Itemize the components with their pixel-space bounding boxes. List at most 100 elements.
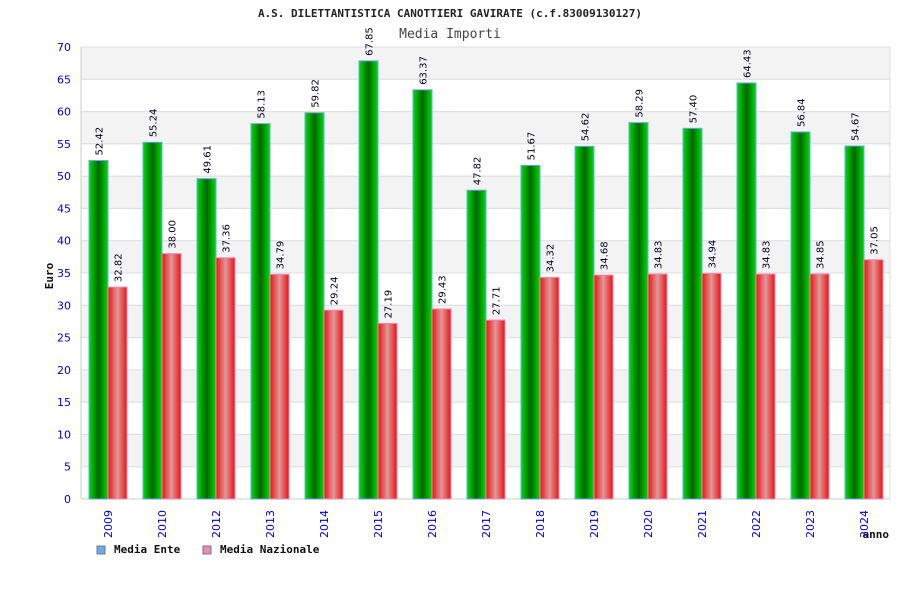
bar-media-nazionale-2024 xyxy=(863,259,884,500)
legend-swatch-media-ente xyxy=(96,545,106,555)
bar-media-nazionale-2019 xyxy=(593,274,614,500)
data-label: 37.36 xyxy=(222,224,233,253)
y-tick-label: 60 xyxy=(57,106,71,119)
bar-media-ente-2022 xyxy=(736,82,757,500)
bar-media-ente-2021 xyxy=(682,127,703,500)
data-label: 64.43 xyxy=(743,49,754,78)
y-tick-label: 40 xyxy=(57,235,71,248)
bar-media-ente-2023 xyxy=(790,131,811,500)
x-axis-label: anno xyxy=(863,528,890,541)
x-tick-label: 2009 xyxy=(102,510,115,538)
bar-media-nazionale-2012 xyxy=(215,257,236,500)
bar-media-nazionale-2014 xyxy=(323,309,344,500)
bar-media-ente-2014 xyxy=(304,112,325,500)
x-tick-label: 2012 xyxy=(210,510,223,538)
x-tick-label: 2020 xyxy=(642,510,655,538)
x-tick-label: 2019 xyxy=(588,510,601,538)
data-label: 58.13 xyxy=(257,90,268,119)
y-tick-label: 45 xyxy=(57,202,71,215)
data-label: 57.40 xyxy=(689,95,700,124)
chart-title: A.S. DILETTANTISTICA CANOTTIERI GAVIRATE… xyxy=(258,7,642,20)
x-tick-label: 2013 xyxy=(264,510,277,538)
data-label: 51.67 xyxy=(527,132,538,161)
bar-media-ente-2009 xyxy=(88,160,109,500)
data-label: 34.85 xyxy=(816,240,827,269)
x-tick-label: 2021 xyxy=(696,510,709,538)
legend: Media Ente Media Nazionale xyxy=(96,543,320,556)
data-label: 54.62 xyxy=(581,113,592,142)
data-label: 32.82 xyxy=(114,253,125,282)
data-label: 27.19 xyxy=(384,290,395,319)
bar-media-nazionale-2017 xyxy=(485,319,506,500)
bar-media-ente-2012 xyxy=(196,178,217,500)
bar-media-ente-2017 xyxy=(466,189,487,500)
x-tick-label: 2017 xyxy=(480,510,493,538)
y-tick-label: 15 xyxy=(57,396,71,409)
data-label: 49.61 xyxy=(203,145,214,174)
data-label: 59.82 xyxy=(311,79,322,108)
data-label: 52.42 xyxy=(95,127,106,156)
data-label: 38.00 xyxy=(168,220,179,249)
chart-subtitle: Media Importi xyxy=(399,27,501,42)
data-label: 47.82 xyxy=(473,157,484,186)
y-axis-label: Euro xyxy=(43,262,56,289)
x-tick-label: 2023 xyxy=(804,510,817,538)
data-label: 34.32 xyxy=(546,244,557,273)
bar-media-nazionale-2018 xyxy=(539,276,560,500)
y-tick-label: 35 xyxy=(57,267,71,280)
data-label: 63.37 xyxy=(419,56,430,85)
bar-media-nazionale-2010 xyxy=(161,253,182,500)
y-tick-label: 65 xyxy=(57,73,71,86)
bar-media-ente-2018 xyxy=(520,164,541,500)
bar-media-ente-2013 xyxy=(250,123,271,500)
data-label: 34.83 xyxy=(762,240,773,269)
bar-media-nazionale-2009 xyxy=(107,286,128,500)
legend-swatch-media-nazionale xyxy=(202,545,212,555)
y-tick-label: 50 xyxy=(57,170,71,183)
data-label: 29.24 xyxy=(330,277,341,306)
bar-media-nazionale-2023 xyxy=(809,273,830,500)
data-label: 58.29 xyxy=(635,89,646,118)
data-label: 55.24 xyxy=(149,109,160,138)
bar-media-ente-2024 xyxy=(844,145,865,500)
bar-media-ente-2016 xyxy=(412,89,433,500)
legend-label-media-nazionale: Media Nazionale xyxy=(220,543,320,556)
bar-media-nazionale-2021 xyxy=(701,272,722,500)
data-label: 67.85 xyxy=(365,27,376,56)
grid-band xyxy=(81,47,890,80)
x-tick-label: 2010 xyxy=(156,510,169,538)
y-tick-label: 0 xyxy=(64,493,71,506)
y-tick-label: 5 xyxy=(64,461,71,474)
legend-label-media-ente: Media Ente xyxy=(114,543,181,556)
bar-media-nazionale-2015 xyxy=(377,322,398,500)
x-tick-label: 2024 xyxy=(858,510,871,538)
x-tick-label: 2015 xyxy=(372,510,385,538)
bar-media-nazionale-2016 xyxy=(431,308,452,500)
y-tick-label: 55 xyxy=(57,138,71,151)
data-label: 29.43 xyxy=(438,275,449,304)
y-tick-label: 25 xyxy=(57,332,71,345)
grid-band xyxy=(81,111,890,144)
data-label: 27.71 xyxy=(492,286,503,315)
bar-media-ente-2019 xyxy=(574,145,595,500)
x-tick-label: 2018 xyxy=(534,510,547,538)
data-label: 34.94 xyxy=(708,240,719,269)
y-tick-label: 30 xyxy=(57,299,71,312)
data-label: 34.68 xyxy=(600,241,611,270)
x-tick-label: 2022 xyxy=(750,510,763,538)
x-tick-label: 2014 xyxy=(318,510,331,538)
x-tick-label: 2016 xyxy=(426,510,439,538)
y-tick-label: 10 xyxy=(57,428,71,441)
y-tick-label: 20 xyxy=(57,364,71,377)
bar-media-ente-2010 xyxy=(142,141,163,500)
data-label: 37.05 xyxy=(870,226,881,255)
y-tick-label: 70 xyxy=(57,41,71,54)
bar-media-ente-2015 xyxy=(358,60,379,500)
bar-media-nazionale-2013 xyxy=(269,273,290,500)
bar-media-nazionale-2022 xyxy=(755,273,776,500)
bar-media-nazionale-2020 xyxy=(647,273,668,500)
data-label: 56.84 xyxy=(797,98,808,127)
data-label: 54.67 xyxy=(851,112,862,141)
